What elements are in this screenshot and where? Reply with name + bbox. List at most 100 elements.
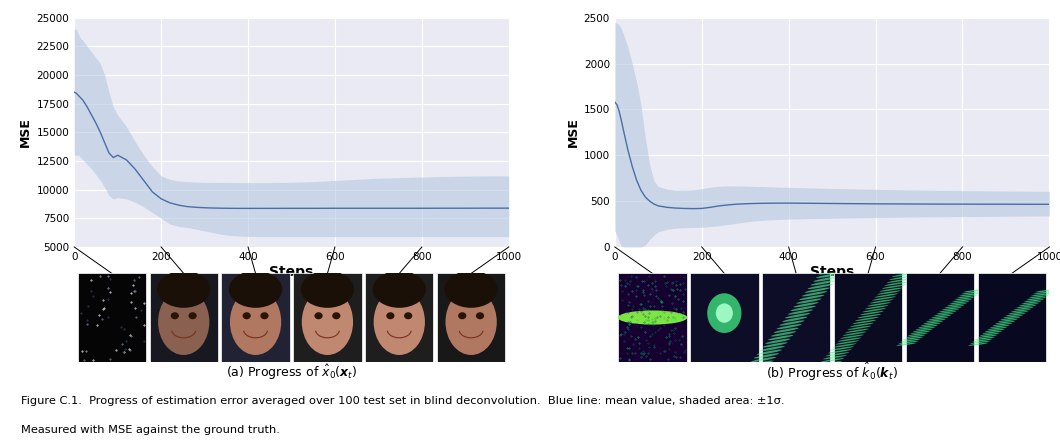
- Ellipse shape: [975, 337, 995, 340]
- Ellipse shape: [243, 312, 251, 319]
- Ellipse shape: [707, 293, 741, 333]
- Ellipse shape: [825, 262, 850, 267]
- Ellipse shape: [822, 265, 847, 271]
- Bar: [905, 273, 974, 362]
- Ellipse shape: [757, 350, 782, 355]
- Ellipse shape: [929, 317, 949, 320]
- Ellipse shape: [779, 321, 805, 325]
- Ellipse shape: [903, 337, 923, 340]
- Ellipse shape: [302, 289, 353, 355]
- Ellipse shape: [872, 296, 896, 300]
- Ellipse shape: [973, 339, 992, 342]
- Ellipse shape: [826, 352, 849, 356]
- Ellipse shape: [785, 313, 810, 318]
- Ellipse shape: [995, 321, 1015, 324]
- Ellipse shape: [811, 280, 835, 285]
- Ellipse shape: [835, 340, 859, 344]
- Ellipse shape: [852, 320, 877, 324]
- Ellipse shape: [957, 295, 976, 298]
- Ellipse shape: [791, 306, 816, 311]
- Ellipse shape: [944, 305, 965, 308]
- Ellipse shape: [1024, 299, 1044, 302]
- Bar: [762, 273, 830, 362]
- Ellipse shape: [902, 261, 925, 265]
- Ellipse shape: [774, 328, 799, 333]
- Ellipse shape: [1006, 313, 1026, 316]
- Ellipse shape: [850, 323, 873, 327]
- Ellipse shape: [942, 307, 961, 310]
- Ellipse shape: [841, 335, 864, 339]
- Ellipse shape: [884, 282, 908, 286]
- Bar: [690, 273, 759, 362]
- Ellipse shape: [802, 291, 827, 296]
- Ellipse shape: [805, 288, 830, 293]
- Ellipse shape: [373, 271, 426, 308]
- Ellipse shape: [818, 361, 842, 365]
- Ellipse shape: [762, 342, 788, 348]
- Ellipse shape: [939, 309, 959, 312]
- Ellipse shape: [782, 317, 808, 322]
- Ellipse shape: [937, 311, 956, 314]
- Y-axis label: MSE: MSE: [19, 117, 32, 147]
- Ellipse shape: [1003, 315, 1023, 318]
- Ellipse shape: [880, 288, 903, 292]
- Ellipse shape: [905, 335, 925, 338]
- Ellipse shape: [904, 258, 928, 262]
- Ellipse shape: [926, 319, 946, 322]
- Bar: [834, 273, 902, 362]
- Ellipse shape: [1026, 297, 1046, 300]
- Ellipse shape: [820, 358, 844, 362]
- Ellipse shape: [977, 335, 997, 338]
- Circle shape: [618, 310, 687, 325]
- Ellipse shape: [833, 344, 856, 348]
- Ellipse shape: [979, 333, 1000, 336]
- Ellipse shape: [444, 271, 498, 308]
- Text: Figure C.1.  Progress of estimation error averaged over 100 test set in blind de: Figure C.1. Progress of estimation error…: [21, 396, 784, 406]
- Ellipse shape: [261, 312, 268, 319]
- Ellipse shape: [750, 357, 776, 362]
- Ellipse shape: [968, 343, 988, 346]
- Ellipse shape: [1013, 307, 1034, 310]
- Ellipse shape: [961, 292, 982, 294]
- Ellipse shape: [1019, 303, 1039, 306]
- Ellipse shape: [794, 302, 818, 307]
- Ellipse shape: [813, 367, 837, 371]
- Ellipse shape: [889, 276, 913, 280]
- Ellipse shape: [887, 279, 911, 283]
- Y-axis label: MSE: MSE: [566, 117, 580, 147]
- Ellipse shape: [230, 289, 281, 355]
- Ellipse shape: [458, 312, 466, 319]
- Ellipse shape: [1017, 305, 1036, 308]
- Ellipse shape: [811, 370, 834, 374]
- Ellipse shape: [1011, 309, 1031, 312]
- Bar: [294, 273, 361, 362]
- Ellipse shape: [899, 264, 923, 268]
- Ellipse shape: [901, 339, 921, 342]
- Ellipse shape: [476, 312, 484, 319]
- Ellipse shape: [768, 335, 793, 340]
- Ellipse shape: [869, 299, 894, 303]
- Ellipse shape: [748, 361, 774, 366]
- Ellipse shape: [777, 324, 801, 329]
- Ellipse shape: [796, 299, 822, 304]
- Ellipse shape: [809, 373, 832, 377]
- Ellipse shape: [848, 326, 871, 330]
- X-axis label: Steps: Steps: [810, 265, 854, 279]
- Ellipse shape: [934, 313, 954, 316]
- Ellipse shape: [742, 368, 767, 373]
- Ellipse shape: [1008, 311, 1028, 314]
- Ellipse shape: [950, 301, 969, 304]
- Ellipse shape: [1001, 317, 1021, 320]
- Ellipse shape: [990, 325, 1010, 328]
- Ellipse shape: [992, 323, 1012, 326]
- Ellipse shape: [947, 303, 967, 306]
- Ellipse shape: [970, 341, 990, 344]
- Ellipse shape: [865, 305, 888, 309]
- Ellipse shape: [918, 325, 938, 328]
- Ellipse shape: [837, 337, 862, 342]
- Ellipse shape: [897, 267, 920, 271]
- Bar: [77, 273, 146, 362]
- Ellipse shape: [843, 332, 866, 336]
- Ellipse shape: [860, 311, 884, 315]
- Ellipse shape: [863, 308, 886, 312]
